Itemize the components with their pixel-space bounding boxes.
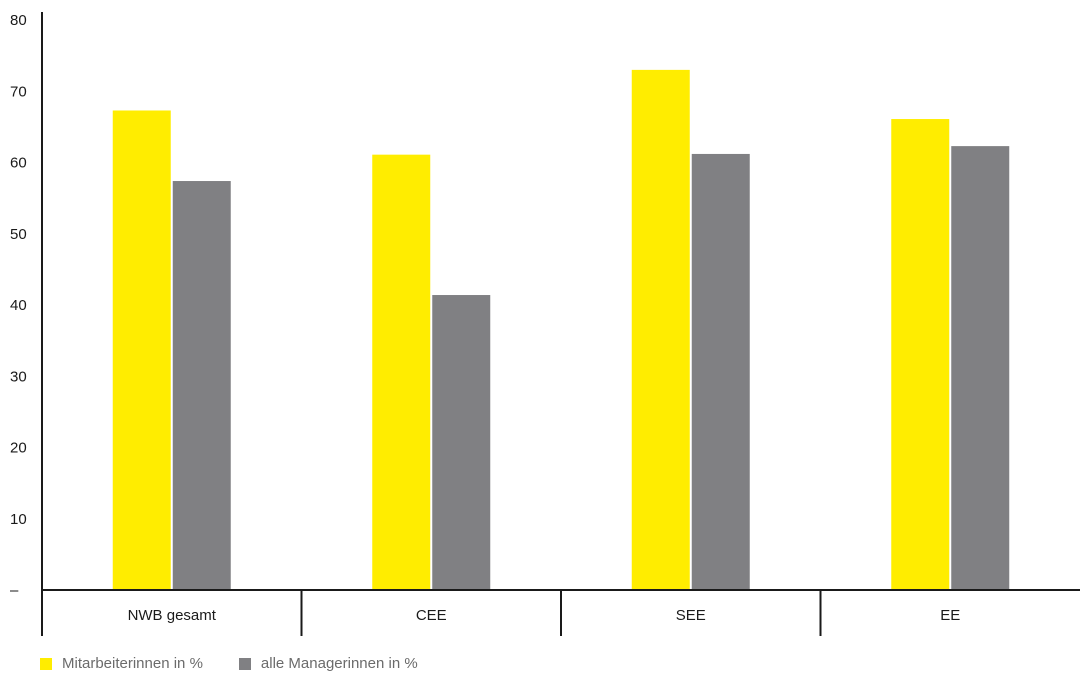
- y-tick-label: 40: [10, 297, 27, 314]
- bar-managerinnen-3: [951, 146, 1010, 591]
- legend-item-mitarbeiterinnen: Mitarbeiterinnen in %: [40, 655, 203, 672]
- y-tick-label: 60: [10, 155, 27, 172]
- bar-managerinnen-2: [691, 153, 750, 590]
- x-category-label: EE: [940, 607, 960, 624]
- legend-label-mitarbeiterinnen: Mitarbeiterinnen in %: [62, 655, 203, 672]
- y-axis-ticks: – 10 20 30 40 50 60 70 80: [10, 12, 27, 599]
- bar-managerinnen-1: [432, 295, 491, 590]
- bar-mitarbeiterinnen-1: [372, 154, 431, 590]
- bar-mitarbeiterinnen-3: [891, 119, 950, 590]
- y-tick-label: 80: [10, 12, 27, 29]
- legend-item-managerinnen: alle Managerinnen in %: [238, 655, 418, 672]
- x-category-label: NWB gesamt: [128, 607, 217, 624]
- legend-swatch-managerinnen: [238, 657, 251, 670]
- category-dividers: [300, 590, 822, 636]
- bar-mitarbeiterinnen-2: [631, 69, 690, 590]
- y-tick-label: 50: [10, 226, 27, 243]
- y-tick-label: 10: [10, 511, 27, 528]
- bar-chart: – 10 20 30 40 50 60 70 80 NWB gesamt CEE SEE EE: [10, 12, 1080, 636]
- x-axis-category-labels: NWB gesamt CEE SEE EE: [128, 607, 961, 624]
- legend: Mitarbeiterinnen in % alle Managerinnen …: [40, 655, 454, 672]
- y-tick-label: 70: [10, 83, 27, 100]
- bars: [112, 69, 1010, 591]
- x-category-label: CEE: [416, 607, 447, 624]
- y-tick-label: –: [10, 582, 19, 599]
- bar-mitarbeiterinnen-0: [112, 110, 171, 591]
- y-tick-label: 20: [10, 440, 27, 457]
- bar-managerinnen-0: [172, 181, 231, 590]
- y-tick-label: 30: [10, 368, 27, 385]
- legend-swatch-mitarbeiterinnen: [40, 657, 52, 670]
- x-category-label: SEE: [676, 607, 706, 624]
- legend-label-managerinnen: alle Managerinnen in %: [260, 655, 418, 672]
